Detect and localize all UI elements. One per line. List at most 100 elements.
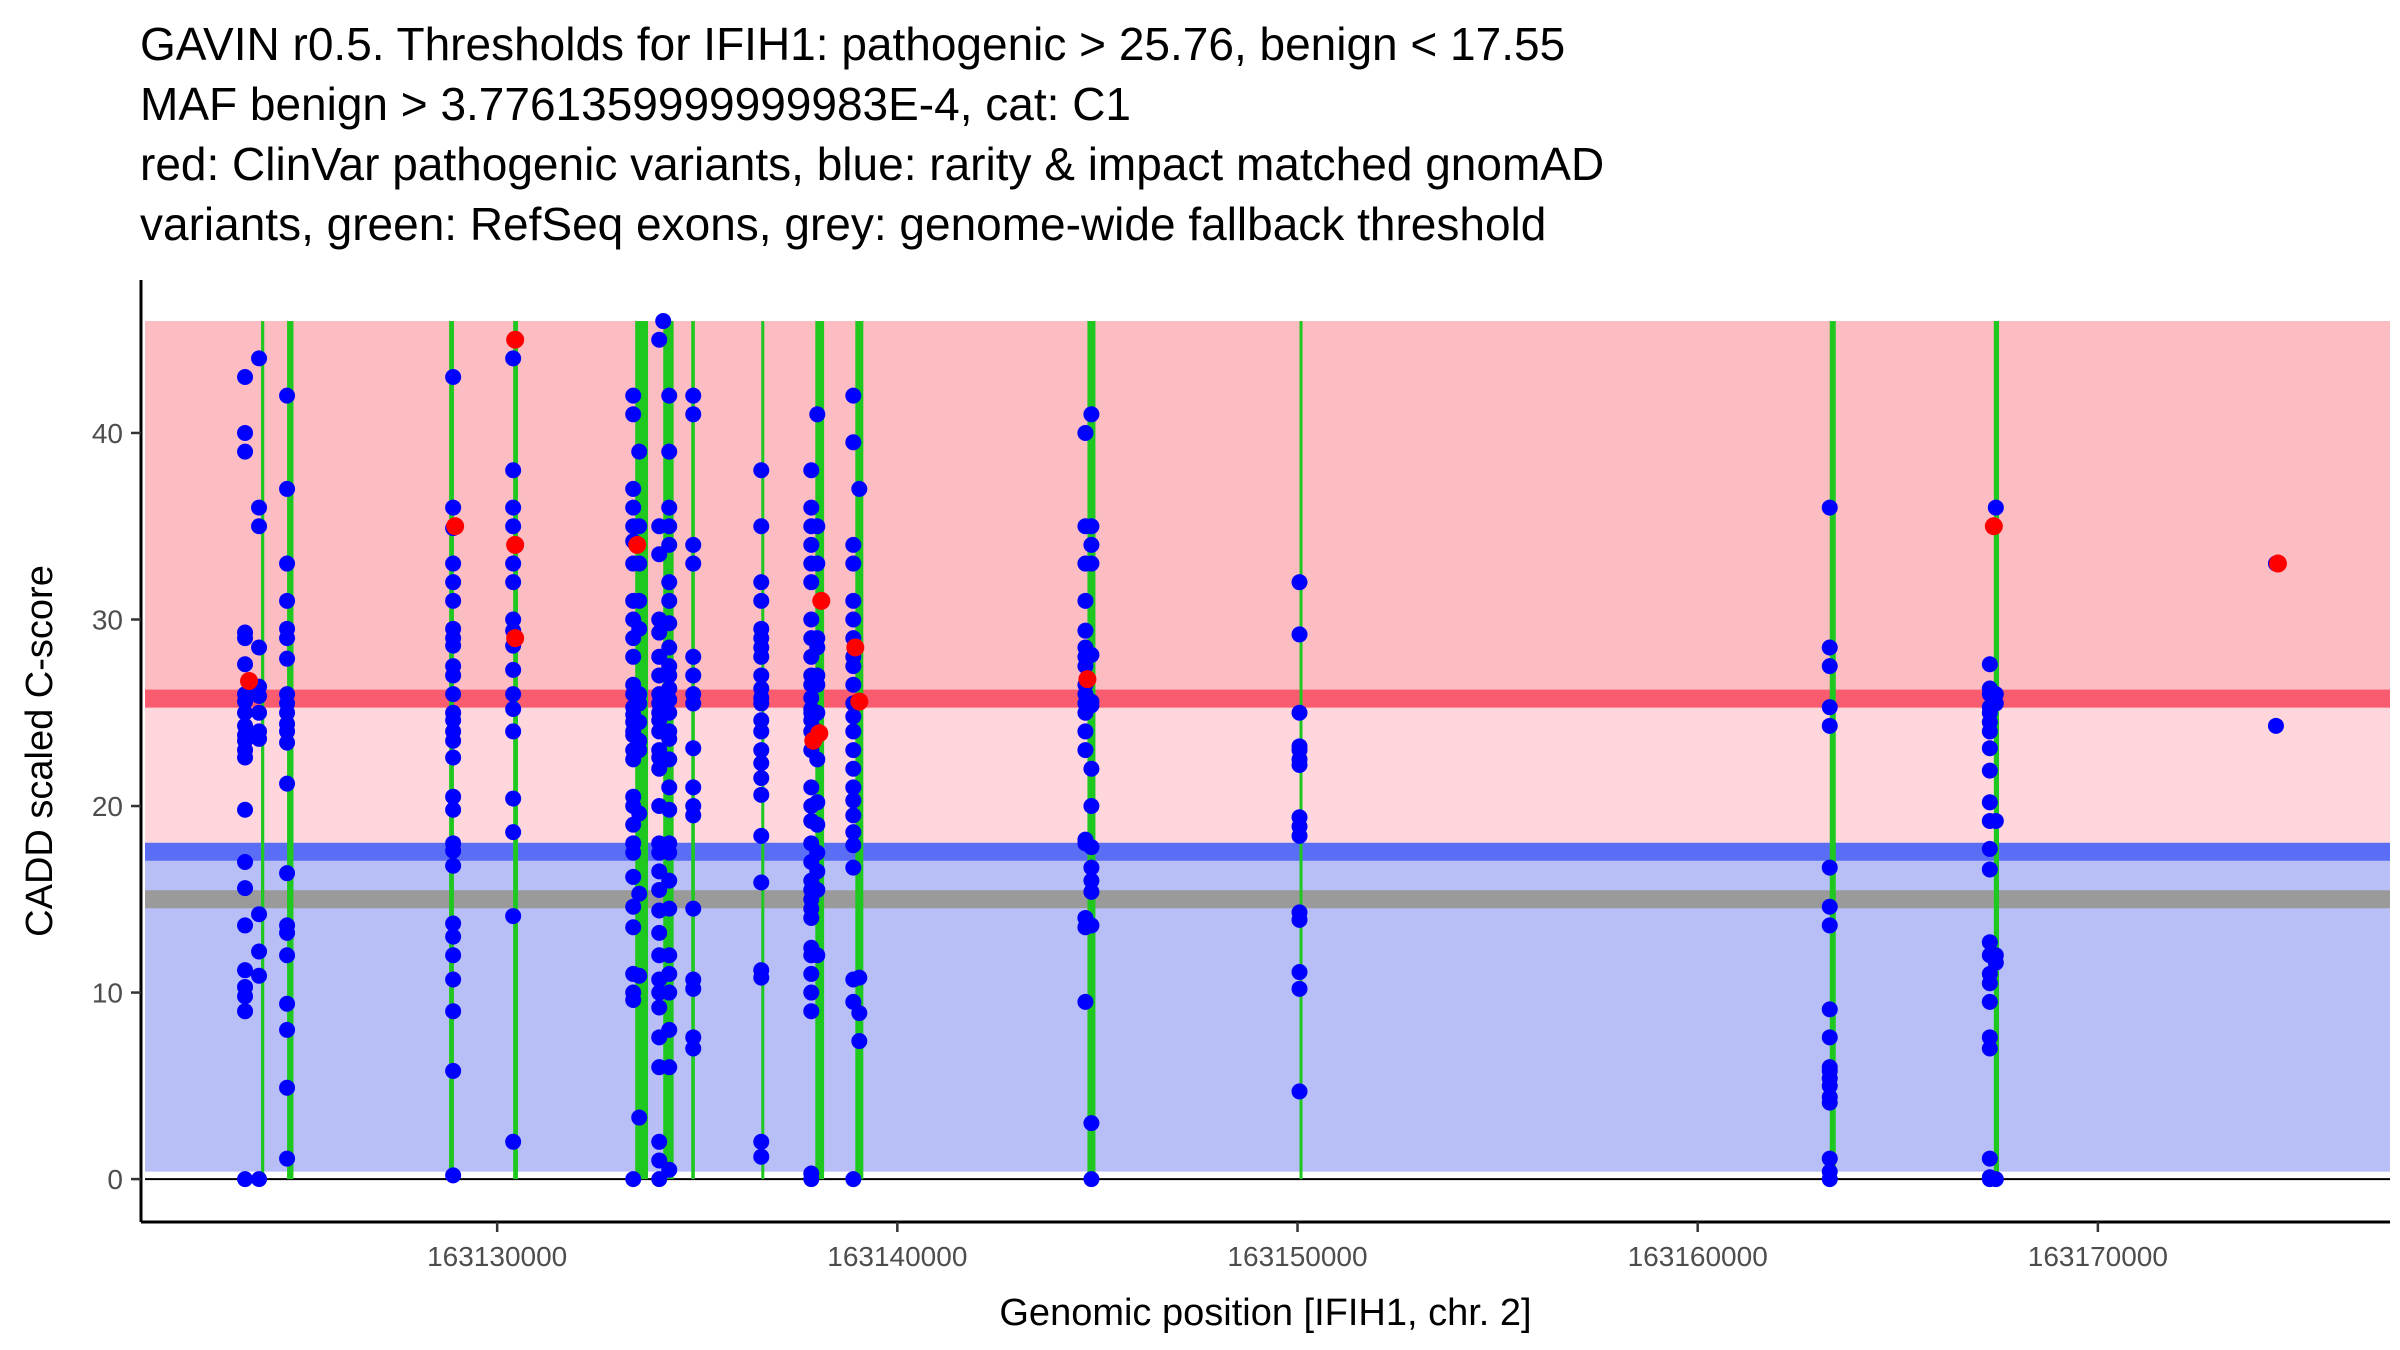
gnomad-point [1291,626,1308,643]
gnomad-point [753,712,770,729]
gnomad-point [1083,760,1100,777]
gnomad-point [251,704,268,721]
gnomad-point [753,723,770,740]
gnomad-point [651,1171,668,1188]
gnomad-point [803,984,820,1001]
gnomad-point [251,1171,268,1188]
gnomad-point [1083,518,1100,535]
gnomad-point [803,462,820,479]
clinvar-point [506,330,525,349]
gnomad-point [279,924,296,941]
gnomad-point [1077,742,1094,759]
gnomad-point [685,1029,702,1046]
x-tick-label: 163150000 [1227,1241,1367,1272]
gnomad-point [845,658,862,675]
gnomad-point [445,686,462,703]
gnomad-point [651,924,668,941]
gnomad-point [237,1003,254,1020]
gnomad-point [1821,499,1838,516]
threshold-regions [145,321,2390,1172]
gnomad-point [661,536,678,553]
gnomad-point [685,695,702,712]
gnomad-point [1291,980,1308,997]
gnomad-point [237,693,254,710]
gnomad-point [279,1021,296,1038]
gnomad-point [505,723,522,740]
gnomad-point [505,824,522,841]
gnomad-point [685,980,702,997]
gnomad-point [651,881,668,898]
gnomad-point [845,760,862,777]
gnomad-point [445,712,462,729]
gnomad-point [1821,859,1838,876]
gnomad-point [845,824,862,841]
gnomad-point [845,1171,862,1188]
x-tick-label: 163140000 [827,1241,967,1272]
gnomad-point [661,518,678,535]
gnomad-point [279,480,296,497]
gnomad-point [661,680,678,697]
gnomad-point [237,630,254,647]
gnomad-point [445,667,462,684]
gnomad-point [1981,762,1998,779]
gnomad-point [631,443,648,460]
gnomad-point [251,906,268,923]
gnomad-point [809,794,826,811]
gnomad-point [1981,840,1998,857]
clinvar-points [240,330,2287,750]
gnomad-point [505,908,522,925]
gnomad-point [661,704,678,721]
gnomad-point [809,844,826,861]
gnomad-point [1987,1171,2004,1188]
gnomad-point [625,919,642,936]
gnomad-point [237,749,254,766]
gnomad-point [445,947,462,964]
gnomad-point [685,900,702,917]
gnomad-point [505,518,522,535]
clinvar-point [240,672,259,691]
gnomad-point [237,853,254,870]
gnomad-point [1083,872,1100,889]
gnomad-point [251,943,268,960]
gnomad-point [505,462,522,479]
gnomad-point [661,667,678,684]
gnomad-point [445,499,462,516]
gnomad-point [1083,1171,1100,1188]
gnomad-point [661,900,678,917]
gnomad-point [1821,1150,1838,1167]
gnomad-point [1083,697,1100,714]
gnomad-point [1291,911,1308,928]
gnomad-point [651,648,668,665]
gnomad-point [237,1171,254,1188]
gnomad-point [845,807,862,824]
gnomad-point [279,734,296,751]
gnomad-point [685,807,702,824]
gnomad-point [651,863,668,880]
gnomad-point [445,1003,462,1020]
gnomad-point [1981,656,1998,673]
gnomad-point [753,592,770,609]
gnomad-point [505,1133,522,1150]
gnomad-point [685,740,702,757]
gnomad-point [1083,883,1100,900]
gnomad-point [237,704,254,721]
gnomad-point [845,779,862,796]
gnomad-point [251,967,268,984]
gnomad-point [279,723,296,740]
gnomad-point [1821,1029,1838,1046]
gnomad-point [1981,723,1998,740]
gnomad-point [803,611,820,628]
clinvar-point [506,535,525,554]
gnomad-point [845,742,862,759]
gnomad-point [631,555,648,572]
gnomad-point [1083,798,1100,815]
gnomad-point [803,779,820,796]
gnomad-point [237,801,254,818]
gnomad-point [279,1079,296,1096]
gnomad-point [625,844,642,861]
gnomad-point [651,760,668,777]
gnomad-point [1083,917,1100,934]
gnomad-point [655,313,672,330]
gnomad-point [631,1109,648,1126]
gnomad-point [445,592,462,609]
